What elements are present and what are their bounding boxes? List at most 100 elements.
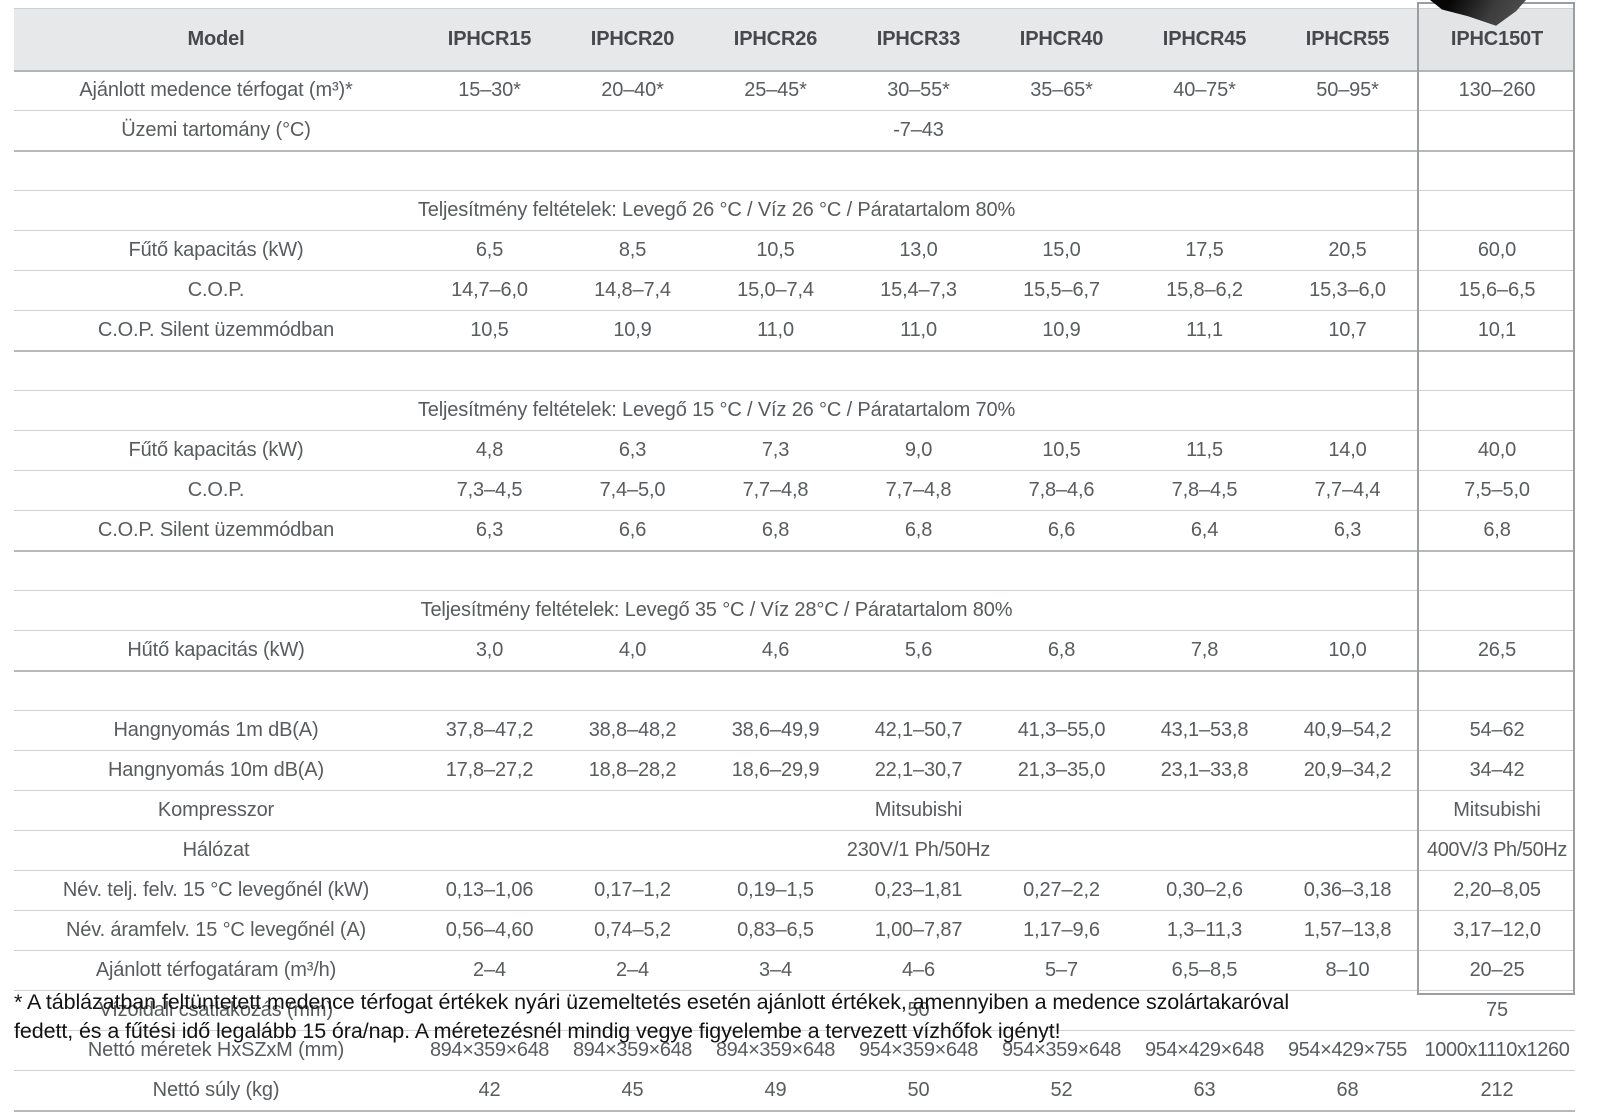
section-gap-row	[14, 549, 1575, 591]
row-label: C.O.P. Silent üzemmódban	[14, 510, 418, 551]
cell-value: 10,5	[704, 230, 847, 271]
cell-value: 4,8	[418, 430, 561, 471]
cell-value: 6,6	[990, 510, 1133, 551]
gap-cell	[14, 149, 1575, 191]
cell-value: 22,1–30,7	[847, 750, 990, 791]
cell-value: 50	[847, 1070, 990, 1112]
row-label: Hűtő kapacitás (kW)	[14, 630, 418, 671]
cell-value-boxed: 212	[1419, 1070, 1575, 1112]
cell-value: 6,5–8,5	[1133, 950, 1276, 991]
row-label: Kompresszor	[14, 790, 418, 831]
cell-value: 40,9–54,2	[1276, 710, 1419, 751]
cell-value: 0,56–4,60	[418, 910, 561, 951]
table-header: Model IPHCR15 IPHCR20 IPHCR26 IPHCR33 IPHCR40…	[14, 8, 1575, 72]
cell-value: 17,5	[1133, 230, 1276, 271]
section-header-row: Teljesítmény feltételek: Levegő 15 °C / …	[14, 390, 1575, 431]
section-cell-boxed	[1419, 190, 1575, 231]
cell-value: 8,5	[561, 230, 704, 271]
row-value-span: Mitsubishi	[418, 790, 1419, 831]
cell-value: 30–55*	[847, 70, 990, 111]
cell-value: 42	[418, 1070, 561, 1112]
row-label: Név. áramfelv. 15 °C levegőnél (A)	[14, 910, 418, 951]
table-row: Üzemi tartomány (°C) -7–43	[14, 110, 1575, 151]
cell-value: 10,9	[561, 310, 704, 351]
cell-value: 6,6	[561, 510, 704, 551]
row-label: Ajánlott medence térfogat (m³)*	[14, 70, 418, 111]
section-gap-row	[14, 149, 1575, 191]
row-label: Nettó súly (kg)	[14, 1070, 418, 1112]
table-row: Kompresszor Mitsubishi Mitsubishi	[14, 790, 1575, 831]
gap-cell	[14, 549, 1575, 591]
cell-value: 63	[1133, 1070, 1276, 1112]
cell-value: 15,4–7,3	[847, 270, 990, 311]
section-cell-boxed	[1419, 590, 1575, 631]
cell-value: 4,6	[704, 630, 847, 671]
section-header-row: Teljesítmény feltételek: Levegő 26 °C / …	[14, 190, 1575, 231]
cell-value: 6,3	[418, 510, 561, 551]
cell-value: 0,36–3,18	[1276, 870, 1419, 911]
table-body: Ajánlott medence térfogat (m³)* 15–30* 20–…	[14, 70, 1575, 1112]
cell-value: 7,7–4,8	[847, 470, 990, 511]
cell-value-boxed: 3,17–12,0	[1419, 910, 1575, 951]
cell-value-boxed: 10,1	[1419, 310, 1575, 351]
cell-value: 6,8	[704, 510, 847, 551]
section-gap-row	[14, 349, 1575, 391]
cell-value: 0,23–1,81	[847, 870, 990, 911]
cell-value: 40–75*	[1133, 70, 1276, 111]
cell-value: 25–45*	[704, 70, 847, 111]
cell-value: 11,0	[704, 310, 847, 351]
cell-value: 20,5	[1276, 230, 1419, 271]
header-row: Model IPHCR15 IPHCR20 IPHCR26 IPHCR33 IPHCR40…	[14, 8, 1575, 72]
footnote-line: fedett, és a fűtési idő legalább 15 óra/…	[14, 1019, 1061, 1044]
table-row: C.O.P. 14,7–6,0 14,8–7,4 15,0–7,4 15,4–7,3 15…	[14, 270, 1575, 311]
cell-value: 5,6	[847, 630, 990, 671]
row-label: C.O.P.	[14, 470, 418, 511]
cell-value: 45	[561, 1070, 704, 1112]
cell-value: 15–30*	[418, 70, 561, 111]
cell-value: 7,3–4,5	[418, 470, 561, 511]
footnote-line: * A táblázatban feltüntetett medence tér…	[14, 990, 1290, 1014]
table-row: Nettó méretek HxSZxM (mm) 894×359×648 894×…	[14, 1030, 1575, 1071]
cell-value: 13,0	[847, 230, 990, 271]
section-header-row: Teljesítmény feltételek: Levegő 35 °C / …	[14, 590, 1575, 631]
cell-value: 23,1–33,8	[1133, 750, 1276, 791]
cell-value-boxed: 6,8	[1419, 510, 1575, 551]
column-header: IPHCR33	[847, 8, 990, 72]
cell-value: 68	[1276, 1070, 1419, 1112]
cell-value: 10,7	[1276, 310, 1419, 351]
table-row: Vízoldali csatlakozás (mm) 50 75	[14, 990, 1575, 1031]
row-label: Vízoldali csatlakozás (mm)	[14, 990, 418, 1031]
cell-value: 17,8–27,2	[418, 750, 561, 791]
cell-value: 20–40*	[561, 70, 704, 111]
table-row: C.O.P. Silent üzemmódban 10,5 10,9 11,0 11,0…	[14, 310, 1575, 351]
cell-value-boxed: 20–25	[1419, 950, 1575, 991]
row-value-span: 230V/1 Ph/50Hz	[418, 830, 1419, 871]
row-value-span: 50	[418, 990, 1419, 1031]
gap-cell	[14, 349, 1575, 391]
cell-value-boxed: 26,5	[1419, 630, 1575, 671]
cell-value-boxed: 40,0	[1419, 430, 1575, 471]
cell-value: 3,0	[418, 630, 561, 671]
cell-value: 7,8–4,6	[990, 470, 1133, 511]
cell-value-boxed: 130–260	[1419, 70, 1575, 111]
table-row: Fűtő kapacitás (kW) 6,5 8,5 10,5 13,0 15,0 17,…	[14, 230, 1575, 271]
cell-value: 3–4	[704, 950, 847, 991]
column-header: IPHCR26	[704, 8, 847, 72]
cell-value: 37,8–47,2	[418, 710, 561, 751]
cell-value-boxed: 15,6–6,5	[1419, 270, 1575, 311]
cell-value: 0,13–1,06	[418, 870, 561, 911]
cell-value: 43,1–53,8	[1133, 710, 1276, 751]
cell-value: 6,3	[1276, 510, 1419, 551]
cell-value: 49	[704, 1070, 847, 1112]
cell-value: 14,8–7,4	[561, 270, 704, 311]
cell-value: 11,1	[1133, 310, 1276, 351]
cell-value: 18,8–28,2	[561, 750, 704, 791]
cell-value-boxed: 7,5–5,0	[1419, 470, 1575, 511]
cell-value: 15,8–6,2	[1133, 270, 1276, 311]
cell-value: 14,7–6,0	[418, 270, 561, 311]
cell-value: 7,4–5,0	[561, 470, 704, 511]
gap-cell	[14, 669, 1575, 711]
cell-value: 7,8	[1133, 630, 1276, 671]
cell-value: 6,8	[990, 630, 1133, 671]
cell-value: 15,3–6,0	[1276, 270, 1419, 311]
